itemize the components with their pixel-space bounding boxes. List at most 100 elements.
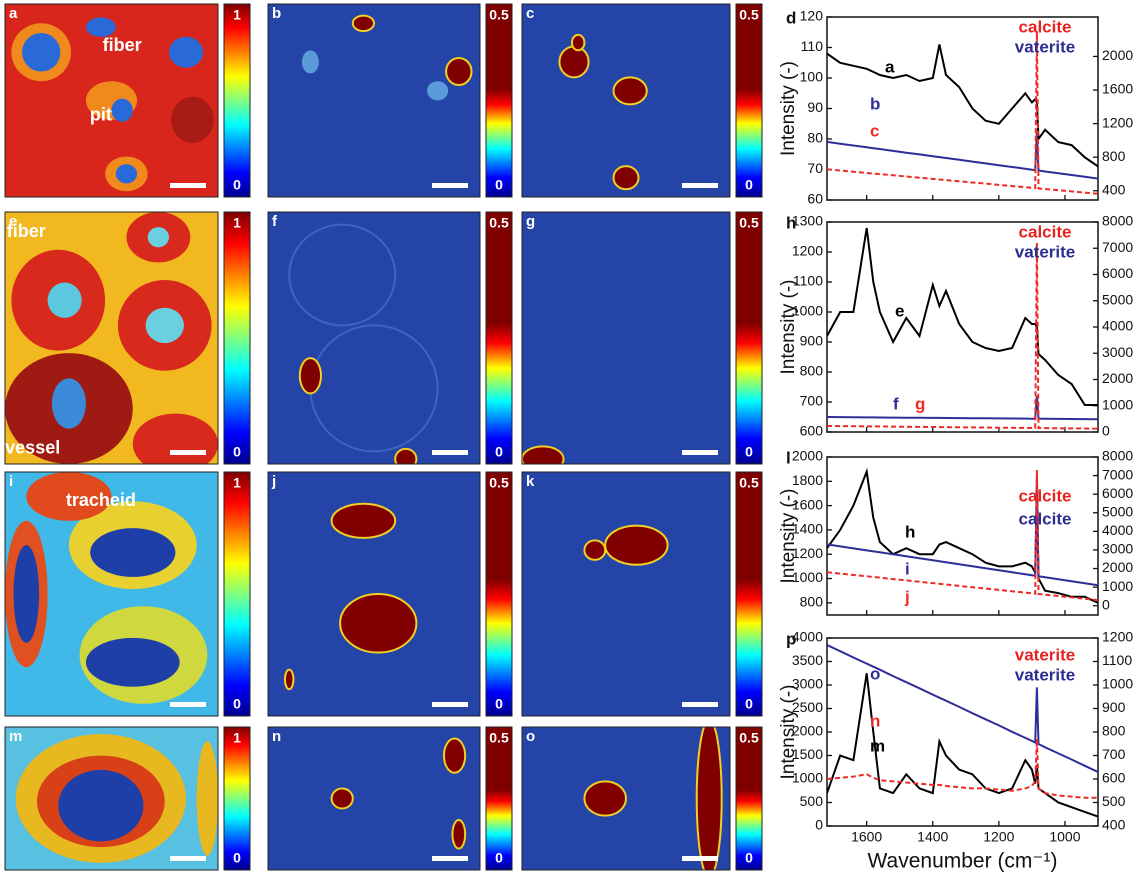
image-feature [695,727,723,870]
image-feature [339,593,418,654]
spectrum-line [827,242,1098,430]
y-tick-label: 3500 [792,652,823,668]
colorbar [485,3,513,198]
y2-tick-label: 3000 [1102,541,1133,557]
image-panel [5,472,218,716]
x-tick-label: 1400 [917,829,948,845]
chart-panel-letter: p [786,629,796,648]
y-tick-label: 90 [807,99,823,115]
image-feature [85,17,116,37]
image-feature [51,378,86,429]
colorbar-min: 0 [745,444,753,460]
image-frame [4,471,219,717]
series-label: m [870,736,885,755]
image-bg [268,4,480,197]
colorbar-min: 0 [233,444,241,460]
image-feature [570,33,586,52]
image-frame [521,3,731,198]
image-feature [351,14,375,33]
y2-tick-label: 1000 [1102,396,1133,412]
y-axis-label: Intensity (-) [778,279,799,374]
colorbar [223,471,251,717]
colorbar [223,3,251,198]
y2-tick-label: 4000 [1102,318,1133,334]
image-panel [522,4,730,197]
scale-bar [170,856,206,861]
image-feature [330,502,397,539]
y2-tick-label: 5000 [1102,503,1133,519]
series-label: c [870,121,879,140]
colorbar-min: 0 [233,696,241,712]
y-tick-label: 1400 [792,521,823,537]
panel-letter: a [9,5,18,22]
colorbar-max: 0.5 [739,475,759,491]
colorbar [735,726,763,871]
image-feature [13,545,40,643]
y-tick-label: 2500 [792,699,823,715]
y2-tick-label: 0 [1102,423,1110,439]
colorbar-max: 0.5 [489,730,509,746]
scale-bar [432,450,468,455]
colorbar [735,3,763,198]
y2-tick-label: 900 [1102,699,1126,715]
image-feature [445,57,473,87]
y2-tick-label: 3000 [1102,344,1133,360]
image-frame [4,726,219,871]
chart-panel-letter: h [786,213,796,232]
image-feature [115,164,138,184]
colorbar-min: 0 [495,177,503,193]
image-panel [522,727,730,870]
y-tick-label: 1800 [792,472,823,488]
image-feature [90,528,176,577]
spectrum-line [827,469,1098,602]
image-panel [268,472,480,716]
image-feature [85,637,180,687]
phase-annotation: calcite [1019,222,1072,241]
chart-panel-letter: l [786,448,791,467]
series-label: e [895,301,904,320]
image-feature [558,45,590,79]
image-feature [145,307,184,344]
image-panel [522,472,730,716]
colorbar-max: 0.5 [489,7,509,23]
series-label: o [870,664,880,683]
x-tick-label: 1000 [1049,829,1080,845]
y2-tick-label: 1600 [1102,81,1133,97]
panel-letter: n [272,728,281,745]
phase-annotation: vaterite [1015,242,1075,261]
y2-tick-label: 8000 [1102,213,1133,229]
y2-tick-label: 6000 [1102,265,1133,281]
image-panel [5,212,218,464]
y2-tick-label: 2000 [1102,370,1133,386]
phase-annotation: vaterite [1015,37,1075,56]
series-label: h [905,522,915,541]
y2-tick-label: 0 [1102,596,1110,612]
spectrum-line [827,475,1098,587]
y2-tick-label: 7000 [1102,239,1133,255]
image-feature [604,524,669,566]
phase-annotation: vaterite [1015,665,1075,684]
y2-tick-label: 4000 [1102,522,1133,538]
image-frame [267,726,481,871]
scale-bar [682,183,718,188]
colorbar [485,726,513,871]
colorbar-max: 0.5 [739,730,759,746]
image-annotation: fiber [103,35,142,55]
y2-tick-label: 1100 [1102,652,1132,668]
panel-letter: m [9,728,22,745]
spectrum-line [827,467,1098,604]
y-axis-label: Intensity (-) [778,684,799,779]
colorbar [735,211,763,465]
colorbar-min: 0 [233,850,241,866]
y-tick-label: 900 [800,333,824,349]
colorbar [223,211,251,465]
image-feature [298,357,322,395]
image-frame [4,211,219,465]
colorbar-min: 0 [745,850,753,866]
y-tick-label: 60 [807,191,823,207]
scale-bar [432,183,468,188]
panel-letter: o [526,728,535,745]
image-feature [442,737,467,774]
y2-tick-label: 2000 [1102,559,1133,575]
colorbar-max: 1 [233,215,241,231]
